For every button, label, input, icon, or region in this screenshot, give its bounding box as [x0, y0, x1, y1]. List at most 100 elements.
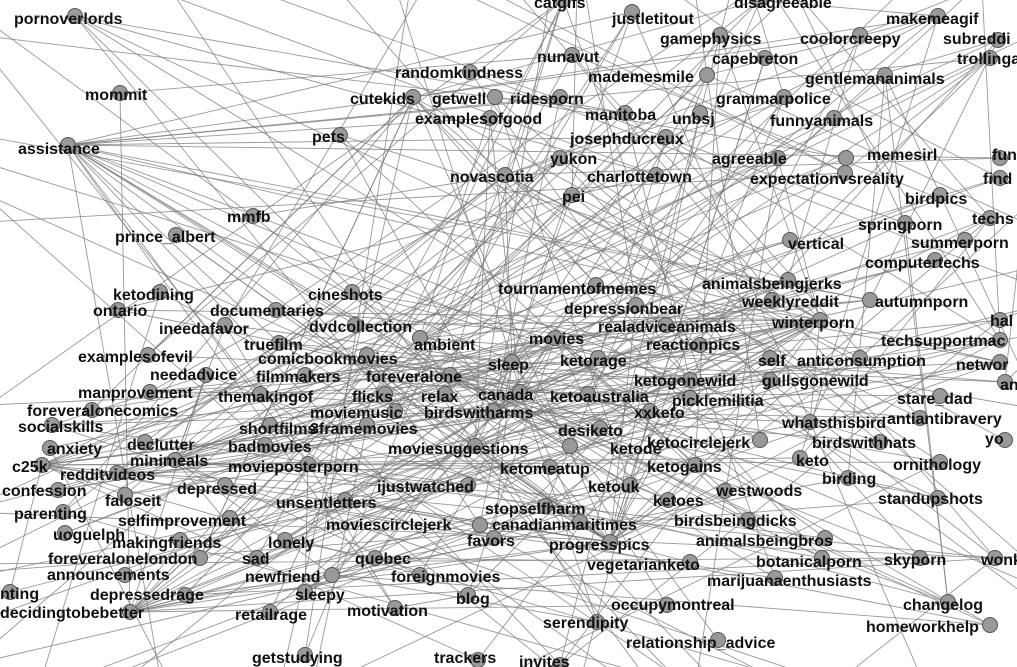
graph-node: birding [822, 471, 876, 489]
node-label: ornithology [893, 457, 981, 474]
graph-node: declutter [127, 435, 195, 455]
node-label: lonely [268, 535, 314, 552]
node-label: grammarpolice [716, 91, 831, 108]
graph-node: realadviceanimals [598, 318, 736, 337]
node-label: standupshots [878, 491, 983, 508]
graph-node: animalsbeingbros [696, 531, 833, 551]
graph-node: ketogains [647, 458, 722, 477]
node-label: trollingani [957, 51, 1017, 68]
graph-node: comicbookmovies [258, 348, 398, 369]
graph-node: socialskills [18, 418, 103, 437]
node-label: changelog [903, 597, 983, 614]
node-label: ijustwatched [377, 479, 474, 496]
node-label: expectationvsreality [750, 171, 904, 188]
graph-node: motivation [347, 601, 428, 621]
graph-node: gentlemananimals [805, 68, 945, 89]
node-label: pornoverlords [14, 11, 123, 28]
graph-node: badmovies [228, 438, 312, 457]
node-label: faloseit [105, 493, 162, 510]
graph-node: getstudying [252, 648, 343, 667]
node-label: an [1000, 377, 1017, 394]
node-label: ontario [93, 303, 147, 320]
node-label: examplesofevil [78, 349, 193, 366]
node-label: vertical [788, 236, 844, 253]
graph-node: standupshots [878, 491, 983, 509]
node-label: manprovement [78, 385, 193, 402]
node-label: mmfb [227, 209, 271, 226]
graph-node: assistance [18, 138, 100, 159]
graph-node: sleep [488, 355, 529, 375]
node-label: birdsbeingdicks [674, 513, 797, 530]
graph-node: moviemusic [310, 404, 403, 423]
node-label: memesirl [867, 147, 937, 164]
node-label: antiantibravery [887, 411, 1002, 428]
node-label: find [983, 171, 1012, 188]
graph-node: mmfb [227, 209, 271, 227]
graph-node: selfimprovement [118, 511, 247, 531]
graph-node: filmmakers [256, 368, 341, 387]
node-label: foreignmovies [391, 569, 500, 586]
node-label: unsentletters [276, 495, 377, 512]
node-label: getwell [432, 91, 486, 108]
node-label: justletitout [611, 11, 694, 28]
node-marker [325, 568, 340, 583]
graph-node: weeklyreddit [741, 293, 840, 312]
node-label: ketorage [560, 353, 627, 370]
node-label: randomkindness [395, 65, 523, 82]
node-label: unbsj [672, 111, 715, 128]
graph-node: hal [990, 313, 1013, 331]
graph-node: birdswitharms [424, 404, 533, 423]
graph-node: 3framemovies [310, 418, 418, 439]
graph-node: makemeagif [886, 9, 979, 29]
node-label: serendipity [543, 615, 628, 632]
graph-edge [68, 145, 1000, 158]
node-label: mademesmile [588, 69, 694, 86]
graph-node: stopselfharm [485, 499, 585, 519]
node-label: sleepy [295, 587, 345, 604]
node-label: moviemusic [310, 405, 403, 422]
graph-node: fun [992, 147, 1017, 165]
node-label: cineshots [308, 287, 383, 304]
node-label: makingfriends [112, 535, 221, 552]
node-label: funnyanimals [770, 113, 873, 130]
node-label: assistance [18, 141, 100, 158]
graph-node: manprovement [78, 385, 193, 403]
node-label: movies [529, 331, 584, 348]
graph-node: novascotia [450, 168, 534, 187]
node-label: manitoba [585, 107, 656, 124]
node-label: autumnporn [875, 294, 968, 311]
graph-node: ketode [563, 439, 662, 459]
graph-node: ornithology [893, 455, 981, 475]
node-label: dvdcollection [309, 319, 412, 336]
graph-node: blog [456, 588, 490, 609]
node-label: declutter [127, 437, 195, 454]
graph-node: decidingtobebetter [0, 605, 144, 623]
node-label: xxketo [634, 405, 685, 422]
node-label: computertechs [865, 255, 980, 272]
graph-node: relax [421, 387, 458, 407]
graph-node: gamephysics [660, 28, 761, 49]
graph-node: occupymontreal [611, 597, 735, 614]
graph-node: reactionpics [646, 337, 740, 354]
node-label: gamephysics [660, 31, 761, 48]
node-label: blog [456, 591, 490, 608]
graph-node: ketodining [113, 285, 194, 305]
graph-node: vegetarianketo [587, 555, 700, 575]
graph-node: catgifs [534, 0, 586, 12]
node-label: tournamentofmemes [498, 281, 656, 298]
graph-node: techs [972, 211, 1014, 229]
graph-node: canadianmaritimes [492, 515, 637, 535]
node-marker [839, 151, 854, 166]
graph-node: birdswithhats [812, 435, 916, 453]
node-label: birdswitharms [424, 405, 533, 422]
node-label: c25k [12, 459, 48, 476]
node-label: anticonsumption [797, 353, 926, 370]
node-label: badmovies [228, 439, 312, 456]
node-label: ketoaustralia [550, 389, 649, 406]
node-label: retailrage [235, 607, 307, 624]
graph-node: networ [956, 355, 1008, 375]
graph-node: depressedrage [90, 587, 204, 604]
graph-edge [0, 16, 253, 216]
